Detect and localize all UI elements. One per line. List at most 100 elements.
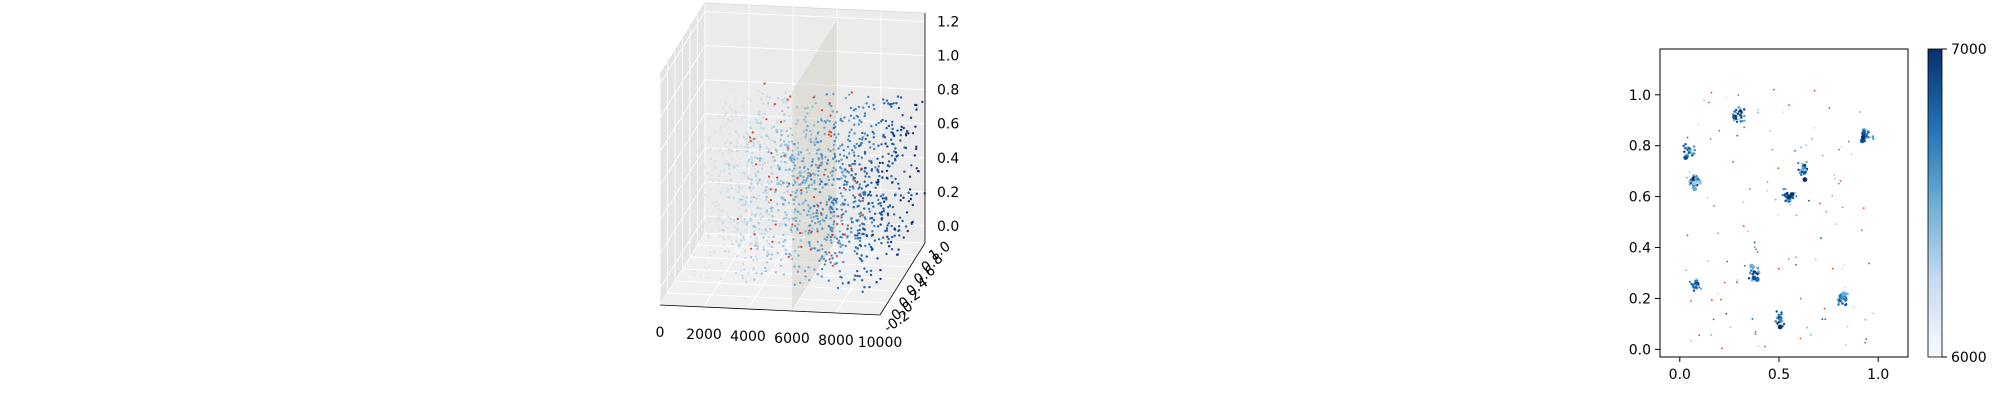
scatter-point-3d [696,135,700,139]
scatter-point-3d [673,265,677,268]
scatter-point-3d [741,149,744,152]
scatter-point-3d [888,245,891,248]
outlier-point-3d [771,240,774,243]
scatter-point-2d [1684,143,1687,146]
scatter-point-2d [1735,108,1738,112]
scatter-point-3d [695,133,698,136]
scatter-point-2d [1828,107,1831,109]
scatter-point-3d [856,247,860,250]
scatter-point-3d [778,241,781,244]
scatter-point-2d [1748,271,1752,275]
scatter-point-2d [1751,275,1757,281]
scatter-point-3d [854,234,857,237]
scatter-point-3d [876,157,879,160]
scatter-point-3d [708,220,712,223]
scatter-point-3d [791,153,794,156]
scatter-point-3d [850,128,853,131]
scatter-point-3d [782,182,785,185]
scatter-point-3d [793,283,797,286]
scatter-point-3d [911,203,914,207]
scatter-point-3d [880,213,883,216]
scatter-point-3d [775,128,778,132]
outlier-point-2d [1864,341,1867,344]
scatter-point-3d [896,95,900,98]
scatter-point-3d [736,222,739,225]
scatter-point-3d [881,155,884,158]
scatter-point-3d [807,210,810,213]
outlier-point-2d [1764,345,1766,348]
grid-y-floor [674,280,896,292]
scatter-point-3d [680,205,684,208]
scatter-point-3d [793,164,797,167]
scatter-point-3d [894,193,897,196]
outlier-point-3d [828,251,831,254]
scatter-point-2d [1709,138,1712,140]
scatter-point-3d [777,209,780,212]
scatter-point-3d [759,122,763,125]
scatter-point-3d [792,202,795,206]
scatter-point-3d [879,201,882,205]
scatter-point-3d [835,197,839,200]
scatter-point-3d [688,157,691,161]
scatter-point-3d [838,178,841,181]
scatter-point-3d [703,113,706,117]
scatter-point-3d [767,201,771,204]
scatter-point-3d [809,138,812,141]
scatter-point-2d [1729,326,1732,329]
scatter-point-3d [869,269,873,272]
scatter-point-3d [702,218,705,221]
outlier-point-2d [1773,88,1775,91]
scatter-point-3d [676,220,679,223]
scatter-point-3d [921,100,924,104]
scatter-point-3d [872,218,876,222]
scatter-point-3d [778,167,781,171]
scatter-point-3d [869,194,873,197]
scatter-point-3d [879,268,882,272]
scatter-point-3d [708,126,712,130]
scatter-point-3d [752,267,755,270]
scatter-point-3d [788,115,791,118]
scatter-point-3d [890,105,893,108]
scatter-point-3d [905,211,909,214]
scatter-point-3d [754,240,757,243]
scatter-point-3d [857,105,861,109]
scatter-point-3d [742,234,745,238]
scatter-point-3d [880,143,883,146]
scatter-point-3d [720,214,723,218]
scatter-point-3d [765,146,768,150]
outlier-point-3d [779,120,783,123]
y-tick-label-2d: 1.0 [1629,88,1651,104]
scatter-point-3d [769,257,772,261]
scatter-point-2d [1706,196,1709,199]
scatter-point-3d [840,213,843,217]
scatter-point-3d [807,241,810,244]
scatter-point-3d [805,128,808,132]
scatter-point-3d [725,162,728,165]
scatter-point-3d [810,231,813,234]
scatter-point-3d [816,212,819,215]
scatter-point-2d [1777,324,1783,330]
scatter-point-3d [851,162,854,166]
scatter-point-3d [793,217,796,220]
scatter-point-3d [802,157,805,160]
outlier-point-2d [1710,91,1713,94]
scatter-point-3d [733,166,736,169]
scatter-point-2d [1866,133,1869,136]
scatter-point-3d [695,156,698,159]
scatter-point-3d [719,129,722,132]
scatter-point-3d [737,190,740,194]
scatter-point-3d [819,180,823,183]
scatter-point-3d [755,119,758,122]
scatter-point-3d [755,197,758,200]
scatter-point-3d [754,117,757,121]
scatter-point-3d [750,161,753,164]
scatter-point-3d [882,200,886,203]
scatter-point-3d [706,120,709,123]
scatter-point-3d [838,153,842,156]
scatter-point-3d [858,275,861,278]
outlier-point-3d [858,193,861,196]
scatter-point-3d [672,233,675,236]
scatter-point-3d [680,150,683,153]
outlier-point-3d [841,222,844,226]
scatter-point-3d [809,140,813,144]
